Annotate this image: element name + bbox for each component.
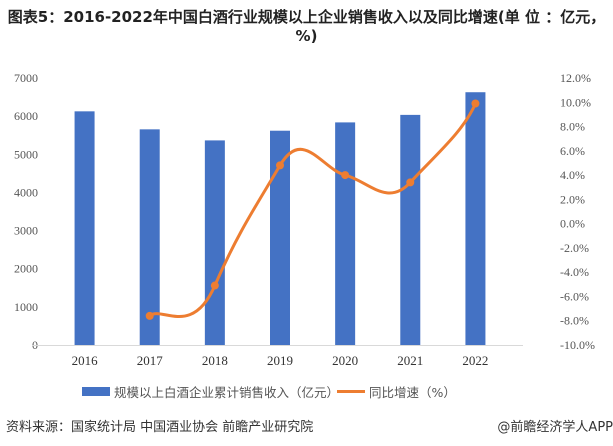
- y-right-tick-label: -10.0%: [560, 338, 595, 352]
- growth-point-2021: [406, 178, 415, 187]
- y-left-tick-label: 3000: [14, 224, 38, 238]
- y-right-tick-label: 0.0%: [560, 217, 585, 231]
- x-tick-label: 2019: [267, 353, 293, 368]
- y-right-tick-label: 12.0%: [560, 71, 591, 85]
- bar-2016: [74, 111, 95, 346]
- y-right-tick-label: 4.0%: [560, 168, 585, 182]
- y-left-tick-label: 2000: [14, 262, 38, 276]
- x-tick-label: 2018: [202, 353, 228, 368]
- bar-2021: [400, 114, 421, 345]
- legend-label-line: 同比增速（%）: [369, 385, 456, 400]
- legend-item-line: 同比增速（%）: [337, 382, 456, 401]
- x-tick-label: 2017: [137, 353, 164, 368]
- growth-line: [148, 101, 477, 318]
- y-right-tick-label: 2.0%: [560, 192, 585, 206]
- y-right-tick-label: 6.0%: [560, 144, 585, 158]
- y-left-tick-label: 5000: [14, 147, 38, 161]
- x-tick-label: 2021: [397, 353, 423, 368]
- growth-point-2022: [471, 99, 480, 108]
- x-tick-label: 2020: [332, 353, 358, 368]
- growth-point-2020: [341, 171, 350, 180]
- legend-item-bar: 规模以上白酒企业累计销售收入（亿元）: [82, 382, 339, 401]
- y-left-tick-label: 1000: [14, 300, 38, 314]
- legend-swatch-bar: [82, 387, 110, 396]
- bar-2022: [465, 92, 486, 345]
- bar-2020: [335, 122, 356, 345]
- y-left-tick-label: 6000: [14, 109, 38, 123]
- y-right-tick-label: -8.0%: [560, 314, 589, 328]
- y-right-tick-label: -4.0%: [560, 265, 589, 279]
- y-left-tick-label: 7000: [14, 71, 38, 85]
- x-tick-label: 2022: [462, 353, 488, 368]
- y-right-tick-label: -6.0%: [560, 289, 589, 303]
- y-left-tick-label: 4000: [14, 185, 38, 199]
- bar-2019: [270, 130, 290, 345]
- growth-point-2019: [276, 161, 284, 170]
- brand-label: @前瞻经济学人APP: [497, 420, 613, 435]
- growth-point-2018: [210, 281, 219, 290]
- y-right-tick-label: 8.0%: [560, 120, 585, 134]
- legend-label-bar: 规模以上白酒企业累计销售收入（亿元）: [114, 385, 340, 400]
- x-tick-label: 2016: [72, 353, 99, 368]
- chart-title: 图表5：2016-2022年中国白酒行业规模以上企业销售收入以及同比增速(单 位…: [7, 8, 606, 45]
- source-note: 资料来源：国家统计局 中国酒业协会 前瞻产业研究院: [6, 420, 314, 435]
- growth-point-2017: [145, 311, 154, 320]
- bar-2018: [204, 140, 225, 345]
- y-right-tick-label: -2.0%: [560, 241, 589, 255]
- bar-2017: [139, 129, 160, 345]
- y-right-tick-label: 10.0%: [560, 95, 591, 109]
- legend-swatch-line: [337, 390, 365, 393]
